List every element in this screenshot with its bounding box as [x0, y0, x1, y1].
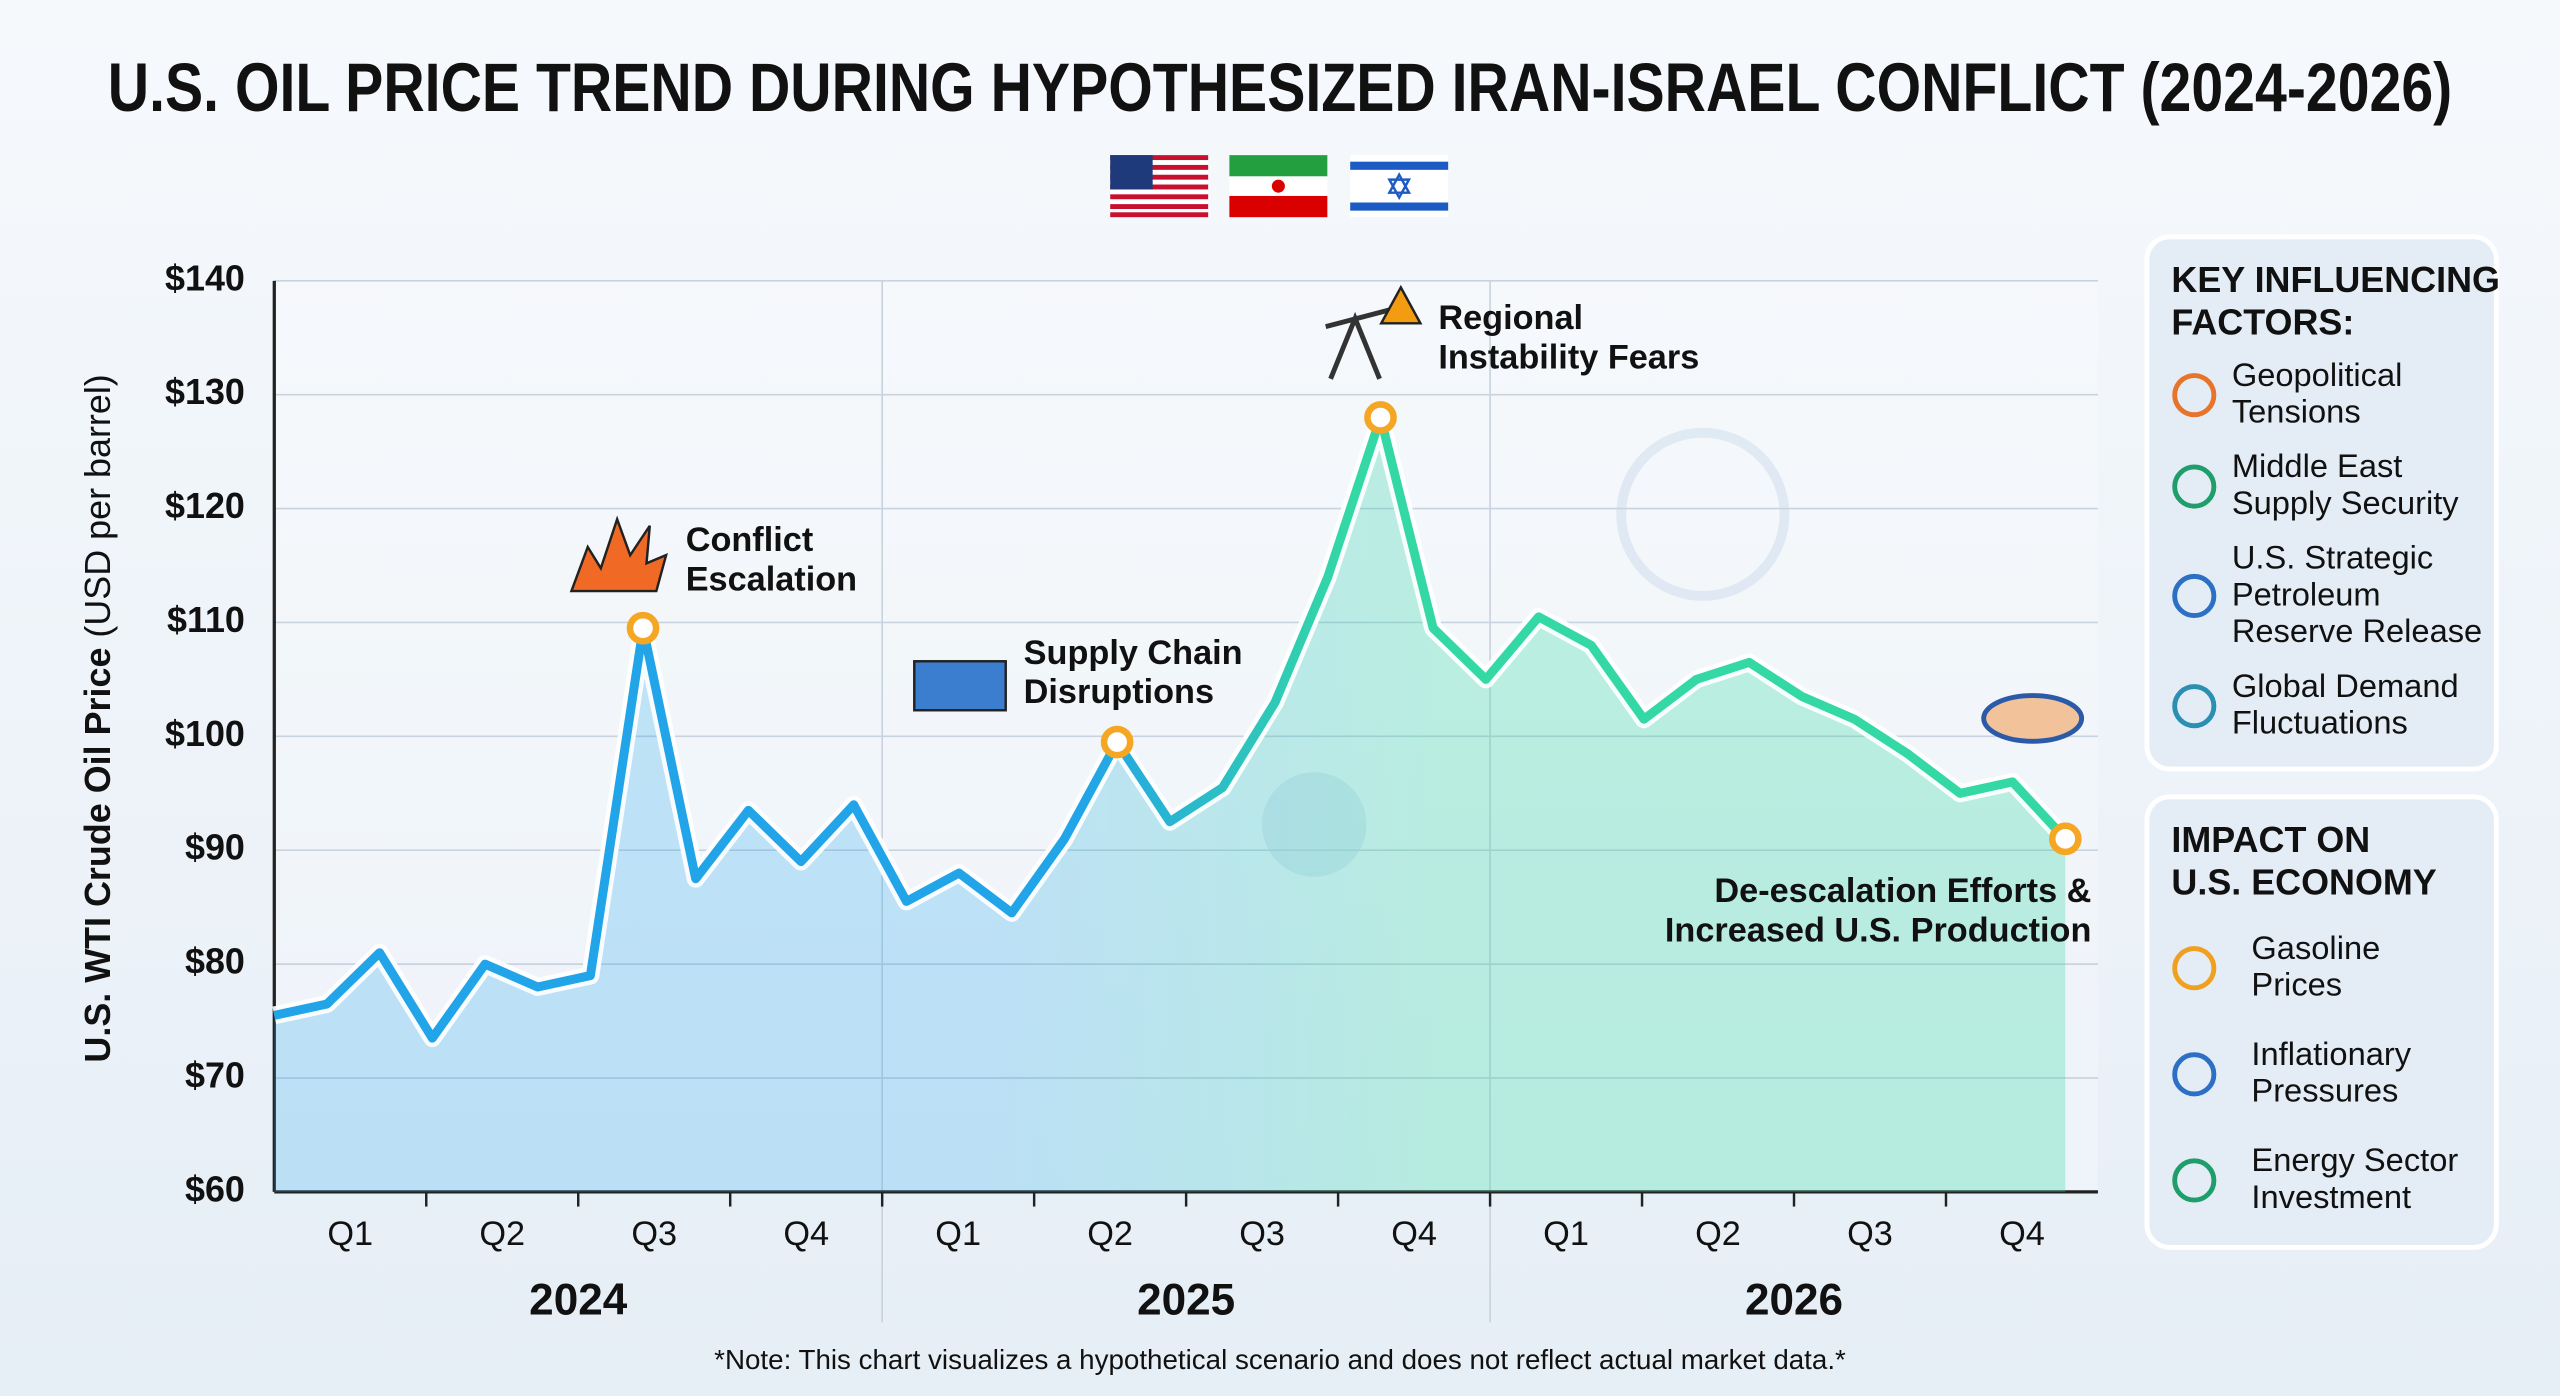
year-label: 2026: [1745, 1276, 1843, 1325]
panel-item: U.S. Strategic: [2232, 539, 2433, 576]
panel-icon: [2172, 1158, 2217, 1203]
panel-title: FACTORS:: [2171, 301, 2354, 342]
panel-item: Investment: [2251, 1178, 2411, 1215]
line: [273, 413, 2069, 1043]
panel-title: KEY INFLUENCING: [2171, 259, 2500, 300]
icon-handshake: [1981, 693, 2085, 744]
panel-title: IMPACT ON: [2171, 819, 2370, 860]
y-tick-label: $110: [167, 599, 245, 640]
y-tick-label: $70: [185, 1054, 245, 1095]
y-tick-label: $100: [165, 713, 245, 754]
panel-item: Reserve Release: [2232, 612, 2482, 649]
icon-explosion: [569, 515, 668, 593]
annotation: Instability Fears: [1438, 338, 1699, 376]
x-tick-label: Q3: [631, 1215, 677, 1253]
panel-item: Petroleum: [2232, 575, 2381, 612]
y-label-unit: (USD per barrel): [78, 374, 119, 637]
panel-item: Geopolitical: [2232, 356, 2403, 393]
y-tick-label: $120: [165, 485, 245, 526]
panel-item: Tensions: [2232, 393, 2361, 430]
x-tick-label: Q4: [783, 1215, 829, 1253]
note: *Note: This chart visualizes a hypotheti…: [714, 1344, 1846, 1375]
event-marker: [2048, 822, 2082, 856]
annotation: Escalation: [686, 560, 857, 598]
annotation: Regional: [1438, 299, 1583, 337]
panel-icon: [2172, 464, 2217, 509]
x-tick-label: Q3: [1239, 1215, 1285, 1253]
panel-item: Gasoline: [2251, 929, 2380, 966]
factors-panel: [2144, 234, 2499, 772]
x-tick-label: Q3: [1847, 1215, 1893, 1253]
panel-title: U.S. ECONOMY: [2171, 861, 2436, 902]
annotation: Supply Chain: [1024, 634, 1243, 672]
icon-warning: [1379, 284, 1423, 325]
panel-item: Fluctuations: [2232, 704, 2408, 741]
x-tick-label: Q1: [327, 1215, 373, 1253]
title: U.S. OIL PRICE TREND DURING HYPOTHESIZED…: [108, 49, 2452, 126]
year-label: 2025: [1137, 1276, 1235, 1325]
panel-item: Supply Security: [2232, 484, 2459, 521]
x-tick-label: Q2: [479, 1215, 525, 1253]
y-axis-label: U.S. WTI Crude Oil Price (USD per barrel…: [78, 374, 119, 1062]
x-tick-label: Q4: [1999, 1215, 2045, 1253]
panel-icon: [2172, 373, 2217, 418]
y-tick-label: $60: [185, 1168, 245, 1209]
panel-item: Inflationary: [2251, 1035, 2411, 1072]
y-tick-label: $130: [165, 371, 245, 412]
event-marker: [1100, 725, 1134, 759]
panel-item: Energy Sector: [2251, 1141, 2458, 1178]
annotation: Disruptions: [1024, 673, 1214, 711]
panel-icon: [2172, 1052, 2217, 1097]
x-tick-label: Q2: [1695, 1215, 1741, 1253]
icon-container: [913, 660, 1007, 712]
panel-icon: [2172, 573, 2217, 618]
y-tick-label: $90: [185, 827, 245, 868]
annotation: Conflict: [686, 521, 814, 559]
year-label: 2024: [529, 1276, 628, 1325]
panel-item: Global Demand: [2232, 667, 2459, 704]
x-tick-label: Q1: [935, 1215, 981, 1253]
panel-item: Middle East: [2232, 447, 2403, 484]
area: [274, 417, 2066, 1192]
event-marker: [626, 611, 660, 645]
event-marker: [1364, 401, 1397, 434]
impact-panel: [2144, 794, 2499, 1250]
annotation: De-escalation Efforts &: [1714, 872, 2091, 910]
y-tick-label: $140: [165, 257, 245, 298]
panel-icon: [2172, 684, 2217, 729]
panel-icon: [2172, 946, 2217, 991]
x-tick-label: Q2: [1087, 1215, 1133, 1253]
x-tick-label: Q4: [1391, 1215, 1437, 1253]
panel-item: Prices: [2251, 966, 2342, 1003]
flags: [1110, 155, 1449, 218]
y-tick-label: $80: [185, 941, 245, 982]
x-tick-label: Q1: [1543, 1215, 1589, 1253]
panel-item: Pressures: [2251, 1072, 2398, 1109]
annotation: Increased U.S. Production: [1665, 911, 2092, 949]
y-label-main: U.S. WTI Crude Oil Price: [78, 648, 119, 1063]
